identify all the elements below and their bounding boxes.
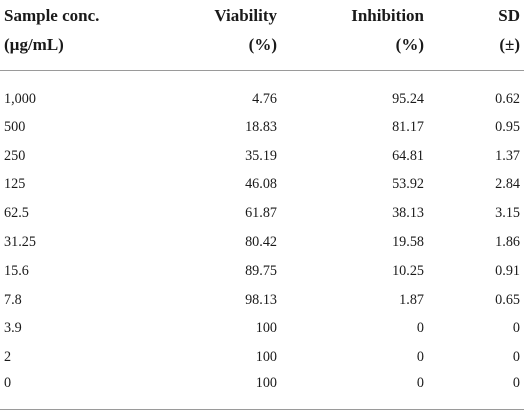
cell-sample-conc: 125 <box>4 176 26 193</box>
header-viability-unit: (%) <box>172 32 287 71</box>
header-row-1: Sample conc. Viability Inhibition SD <box>0 0 524 32</box>
header-sample-conc: Sample conc. <box>4 6 100 25</box>
table-row: 7.8 98.13 1.87 0.65 <box>0 286 524 315</box>
table-header: Sample conc. Viability Inhibition SD (µg… <box>0 0 524 71</box>
cell-inhibition: 1.87 <box>399 291 424 308</box>
cell-sample-conc: 62.5 <box>4 205 29 222</box>
table-row: 31.25 80.42 19.58 1.86 <box>0 228 524 257</box>
table-row: 500 18.83 81.17 0.95 <box>0 113 524 142</box>
cell-sample-conc: 3.9 <box>4 320 22 337</box>
table-row: 125 46.08 53.92 2.84 <box>0 171 524 200</box>
cell-sample-conc: 31.25 <box>4 234 36 251</box>
cell-inhibition: 81.17 <box>392 118 424 135</box>
cell-sample-conc: 15.6 <box>4 262 29 279</box>
cell-viability: 98.13 <box>245 291 277 308</box>
cell-sd: 0 <box>424 372 524 410</box>
cell-viability: 4.76 <box>252 90 277 107</box>
cell-sample-conc: 0 <box>0 372 172 410</box>
cell-sample-conc: 1,000 <box>4 90 36 107</box>
table-row: 2 100 0 0 <box>0 343 524 372</box>
cell-sd: 1.86 <box>495 234 520 251</box>
cell-viability: 35.19 <box>245 147 277 164</box>
cell-inhibition: 38.13 <box>392 205 424 222</box>
table-row: 62.5 61.87 38.13 3.15 <box>0 199 524 228</box>
table-body: 1,000 4.76 95.24 0.62 500 18.83 81.17 0.… <box>0 71 524 410</box>
cell-inhibition: 53.92 <box>392 176 424 193</box>
cell-inhibition: 64.81 <box>392 147 424 164</box>
cell-viability: 61.87 <box>245 205 277 222</box>
table-row: 3.9 100 0 0 <box>0 315 524 344</box>
cell-viability: 18.83 <box>245 118 277 135</box>
cell-sd: 2.84 <box>495 176 520 193</box>
header-viability: Viability <box>214 6 277 25</box>
cell-sd: 0 <box>512 320 520 337</box>
table-row: 250 35.19 64.81 1.37 <box>0 142 524 171</box>
cell-sd: 0.91 <box>495 262 520 279</box>
cell-sd: 1.37 <box>495 147 520 164</box>
header-sd-unit: (±) <box>424 32 524 71</box>
header-inhibition: Inhibition <box>351 6 424 25</box>
header-row-2: (µg/mL) (%) (%) (±) <box>0 32 524 71</box>
cell-inhibition: 95.24 <box>392 90 424 107</box>
header-sd: SD <box>498 6 520 25</box>
cell-inhibition: 0 <box>287 372 424 410</box>
cell-sd: 0.62 <box>495 90 520 107</box>
cell-viability: 80.42 <box>245 234 277 251</box>
cell-viability: 100 <box>255 320 277 337</box>
cell-sd: 0 <box>512 349 520 366</box>
cell-viability: 89.75 <box>245 262 277 279</box>
cell-viability: 100 <box>255 349 277 366</box>
cell-sd: 0.65 <box>495 291 520 308</box>
header-sample-conc-unit: (µg/mL) <box>0 32 172 71</box>
cell-sample-conc: 250 <box>4 147 26 164</box>
cell-sample-conc: 500 <box>4 118 26 135</box>
cell-sample-conc: 2 <box>4 349 12 366</box>
cell-sd: 3.15 <box>495 205 520 222</box>
cell-inhibition: 10.25 <box>392 262 424 279</box>
cell-sd: 0.95 <box>495 118 520 135</box>
table-row: 0 100 0 0 <box>0 372 524 410</box>
cell-inhibition: 0 <box>416 320 424 337</box>
cell-inhibition: 0 <box>416 349 424 366</box>
cell-inhibition: 19.58 <box>392 234 424 251</box>
table-row: 15.6 89.75 10.25 0.91 <box>0 257 524 286</box>
header-inhibition-unit: (%) <box>287 32 424 71</box>
cell-sample-conc: 7.8 <box>4 291 22 308</box>
cell-viability: 100 <box>172 372 287 410</box>
table-row: 1,000 4.76 95.24 0.62 <box>0 71 524 114</box>
cell-viability: 46.08 <box>245 176 277 193</box>
